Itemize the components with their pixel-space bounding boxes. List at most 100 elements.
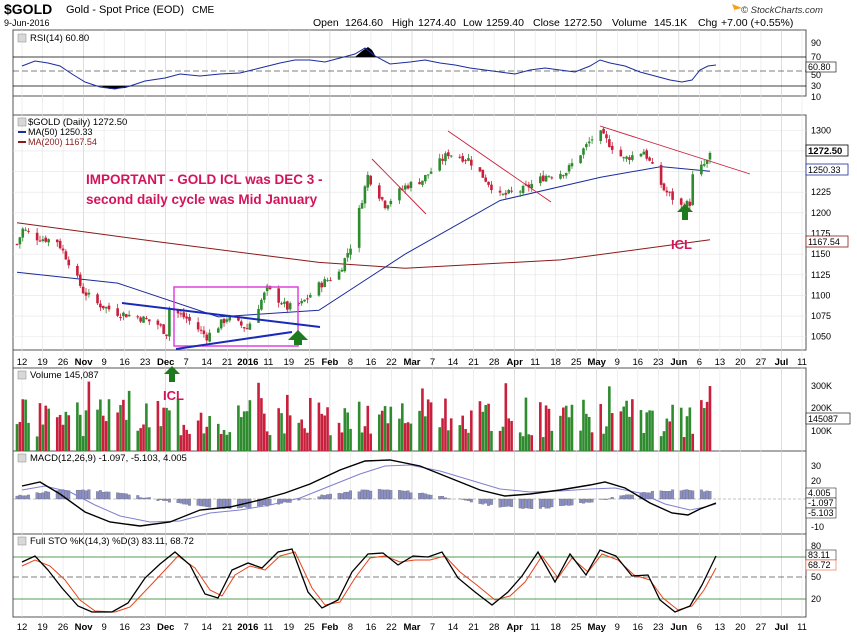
volume-bar: [582, 399, 585, 451]
sto-tick-80: 80: [811, 541, 821, 551]
x-tick-label: 19: [284, 622, 295, 633]
macd-histogram-bar: [699, 489, 703, 500]
volume-value-tag-text: 145087: [808, 414, 838, 424]
candle-body: [15, 244, 19, 246]
macd-tag-macd-text: -1.097: [808, 498, 834, 508]
volume-bar: [44, 405, 48, 451]
macd-histogram-bar: [98, 490, 102, 500]
candle-body: [136, 316, 140, 318]
x-tick-label: Jun: [670, 357, 687, 368]
volume-bar: [510, 420, 513, 451]
chart-header: $GOLD Gold - Spot Price (EOD) CME 9-Jun-…: [4, 1, 823, 29]
sto-legend-marker: [17, 536, 27, 546]
x-axis-labels-bottom: 12 19 26 Nov 9 16 23 Dec 7 14 21 2016 11 19 25 Feb 8 16 22…: [17, 622, 807, 633]
volume-bar: [702, 408, 706, 451]
price-candles: [15, 127, 712, 346]
x-tick-label: 18: [550, 622, 561, 633]
x-tick-label: May: [587, 622, 606, 633]
volume-bar: [320, 413, 324, 451]
candle-body: [429, 171, 433, 174]
x-tick-label: 11: [263, 357, 273, 368]
macd-tag-signal: [805, 507, 837, 519]
volume-bar: [447, 430, 450, 451]
candle-body: [47, 239, 50, 243]
volume-bar: [242, 411, 246, 451]
volume-bar: [156, 401, 160, 451]
volume-bar: [280, 413, 283, 451]
macd-histogram-bar: [55, 490, 59, 500]
macd-histogram-bar: [426, 494, 430, 500]
macd-histogram-bar: [121, 493, 125, 500]
x-tick-label: 28: [489, 622, 500, 633]
volume-bar: [76, 402, 79, 451]
x-tick-label: 16: [633, 357, 644, 368]
volume-bar: [401, 403, 404, 451]
volume-bar: [317, 402, 321, 451]
x-tick-label: 21: [468, 357, 479, 368]
candle-body: [228, 316, 232, 321]
volume-bar: [386, 423, 390, 451]
macd-histogram-bar: [383, 489, 387, 500]
volume-bar: [625, 400, 628, 451]
x-tick-label: 9: [101, 357, 106, 368]
x-tick-label: 14: [201, 622, 212, 633]
candle-body: [104, 306, 108, 309]
macd-histogram-bar: [619, 495, 623, 500]
macd-histogram-bar: [521, 498, 525, 509]
candle-body: [642, 151, 646, 155]
volume-bar: [139, 428, 142, 451]
volume-bar: [478, 401, 482, 451]
volume-bar: [182, 424, 186, 451]
candle-body: [41, 239, 45, 242]
volume-bar: [421, 388, 424, 451]
macd-histogram-bar: [248, 498, 252, 508]
x-tick-label: Dec: [157, 357, 174, 368]
candle-body: [107, 305, 111, 310]
up-arrow-icon: [677, 204, 693, 220]
candle-body: [219, 319, 223, 329]
x-axis-labels-top: 12 19 26 Nov 9 16 23 Dec 7 14 21 2016 11 19 25 Feb 8 16 22…: [17, 357, 807, 368]
up-arrow-icon: [164, 366, 180, 382]
macd-histogram-bar: [326, 494, 329, 500]
candle-body: [628, 157, 631, 160]
ma200-value-tag-text: 1167.54: [808, 237, 840, 247]
volume-bar: [38, 403, 42, 451]
candle-body: [470, 159, 473, 166]
candle-body: [35, 232, 39, 241]
volume-bar: [470, 410, 473, 451]
x-tick-label: 16: [119, 357, 130, 368]
volume-bar: [188, 433, 191, 451]
macd-histogram-bar: [406, 490, 410, 500]
macd-histogram-bar: [605, 498, 608, 500]
macd-histogram-bar: [78, 489, 82, 500]
candle-body: [357, 207, 361, 248]
macd-histogram-bar: [101, 491, 105, 500]
candle-body: [521, 186, 525, 194]
x-tick-label: 22: [386, 357, 397, 368]
volume-bar: [262, 413, 266, 451]
candle-body: [99, 303, 102, 308]
volume-bar: [438, 427, 441, 451]
x-tick-label: 25: [571, 357, 582, 368]
candle-body: [378, 185, 381, 199]
macd-histogram-bar: [403, 490, 407, 500]
volume-bar: [628, 416, 631, 451]
candle-body: [306, 298, 309, 300]
ma50-value-tag: [805, 163, 849, 176]
x-tick-label: 7: [430, 622, 435, 633]
x-tick-label: 2016: [237, 357, 258, 368]
candle-body: [541, 175, 545, 182]
sto-tick-20: 20: [811, 594, 821, 604]
macd-histogram-bar: [702, 491, 706, 500]
volume-bar: [119, 404, 122, 451]
macd-histogram-bar: [665, 491, 669, 500]
macd-line: [21, 459, 717, 527]
macd-histogram-bar: [277, 498, 281, 505]
macd-histogram-bar: [550, 498, 554, 508]
rsi-overbought-fill: [355, 47, 376, 57]
volume-bar: [245, 411, 249, 451]
macd-histogram-bar: [541, 498, 545, 508]
macd-histogram-bar: [490, 498, 493, 505]
candle-body: [165, 334, 168, 337]
volume-bar: [622, 406, 626, 451]
